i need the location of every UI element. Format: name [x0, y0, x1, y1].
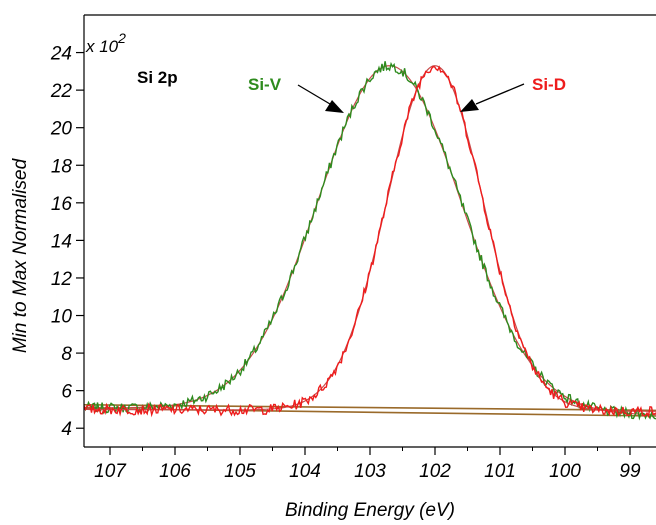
- fit-line-si-v: [84, 65, 656, 416]
- si-d-label: Si-D: [532, 75, 566, 94]
- series-line-si-v: [84, 61, 656, 421]
- x-tick-label: 101: [484, 461, 516, 482]
- x-tick-label: 106: [159, 461, 191, 482]
- si-v-label: Si-V: [248, 75, 282, 94]
- y-tick-label: 8: [61, 344, 72, 365]
- y-tick-label: 6: [61, 382, 72, 403]
- x-tick-label: 100: [549, 461, 581, 482]
- y-tick-label: 20: [50, 119, 73, 140]
- spectrum-label: Si 2p: [137, 68, 178, 87]
- y-tick-label: 10: [51, 307, 73, 328]
- x-tick-label: 103: [354, 461, 386, 482]
- y-axis-label: Min to Max Normalised: [10, 157, 31, 353]
- y-tick-label: 22: [50, 81, 73, 102]
- si-v-arrow: [297, 84, 344, 113]
- x-tick-label: 102: [419, 461, 451, 482]
- x-tick-label: 104: [289, 461, 321, 482]
- x-axis-label: Binding Energy (eV): [285, 500, 455, 521]
- series-line-si-d: [84, 65, 656, 419]
- y-tick-label: 4: [61, 419, 72, 440]
- fit-line-si-d: [84, 65, 656, 412]
- y-tick-label: 12: [51, 269, 73, 290]
- si-d-arrow: [460, 83, 525, 112]
- x-ticks: 107 106 105 104 103 102 101 100 99: [94, 447, 641, 482]
- y-tick-label: 24: [50, 44, 72, 65]
- y-tick-label: 18: [51, 156, 73, 177]
- y-multiplier: x 102: [85, 30, 126, 56]
- y-tick-label: 14: [51, 231, 72, 252]
- x-tick-label: 105: [224, 461, 256, 482]
- y-ticks: 4 6 8 10 12 14 16 18 20 22 24: [50, 44, 84, 440]
- x-tick-label: 107: [94, 461, 127, 482]
- x-tick-label: 99: [619, 461, 641, 482]
- y-tick-label: 16: [51, 194, 73, 215]
- series-layer: [84, 61, 656, 421]
